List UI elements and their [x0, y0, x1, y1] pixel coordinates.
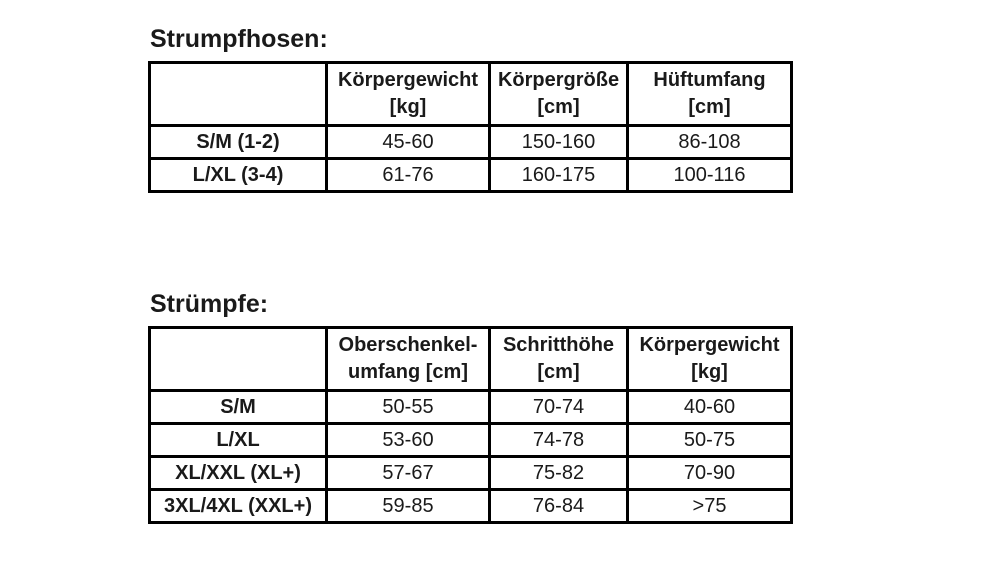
header-cell-koerpergewicht: Körpergewicht [kg] — [626, 326, 793, 392]
page-content: Strumpfhosen: Körpergewicht [kg] Körperg… — [148, 24, 793, 524]
header-cell-schritthoehe: Schritthöhe [cm] — [488, 326, 629, 392]
size-label-cell: XL/XXL (XL+) — [148, 455, 328, 491]
header-line: Hüftumfang — [653, 69, 766, 91]
header-row: Körpergewicht [kg] Körpergröße [cm] Hüft… — [148, 61, 793, 127]
header-cell-oberschenkelumfang: Oberschenkel- umfang [cm] — [325, 326, 491, 392]
value-cell: 53-60 — [325, 422, 491, 458]
struempfe-section: Strümpfe: Oberschenkel- umfang [cm] Schr… — [148, 289, 793, 524]
strumpfhosen-table: Körpergewicht [kg] Körpergröße [cm] Hüft… — [148, 61, 793, 193]
header-line: Oberschenkel- — [338, 334, 478, 356]
table-row: 3XL/4XL (XXL+) 59-85 76-84 >75 — [148, 488, 793, 524]
value-cell: 100-116 — [626, 157, 793, 193]
header-unit: [kg] — [691, 361, 728, 383]
header-line: Körpergröße — [497, 69, 620, 91]
value-cell: >75 — [626, 488, 793, 524]
value-cell: 76-84 — [488, 488, 629, 524]
struempfe-title: Strümpfe: — [150, 290, 269, 318]
size-label-cell: L/XL — [148, 422, 328, 458]
table-row: S/M 50-55 70-74 40-60 — [148, 389, 793, 425]
value-cell: 160-175 — [488, 157, 629, 193]
struempfe-table: Oberschenkel- umfang [cm] Schritthöhe [c… — [148, 326, 793, 524]
table-row: L/XL (3-4) 61-76 160-175 100-116 — [148, 157, 793, 193]
value-cell: 61-76 — [325, 157, 491, 193]
value-cell: 50-75 — [626, 422, 793, 458]
header-row: Oberschenkel- umfang [cm] Schritthöhe [c… — [148, 326, 793, 392]
value-cell: 50-55 — [325, 389, 491, 425]
value-cell: 86-108 — [626, 124, 793, 160]
value-cell: 45-60 — [325, 124, 491, 160]
header-unit: [cm] — [688, 96, 731, 118]
header-unit: umfang [cm] — [348, 361, 468, 383]
strumpfhosen-section: Strumpfhosen: Körpergewicht [kg] Körperg… — [148, 24, 793, 193]
header-unit: [kg] — [389, 96, 427, 118]
empty-corner-cell — [148, 61, 328, 127]
header-cell-koerpergewicht: Körpergewicht [kg] — [325, 61, 491, 127]
header-unit: [cm] — [537, 96, 580, 118]
strumpfhosen-title: Strumpfhosen: — [150, 25, 328, 53]
value-cell: 150-160 — [488, 124, 629, 160]
size-label-cell: S/M — [148, 389, 328, 425]
header-line: Körpergewicht — [639, 334, 780, 356]
value-cell: 70-74 — [488, 389, 629, 425]
header-cell-hueftumfang: Hüftumfang [cm] — [626, 61, 793, 127]
table-row: S/M (1-2) 45-60 150-160 86-108 — [148, 124, 793, 160]
value-cell: 70-90 — [626, 455, 793, 491]
size-label-cell: L/XL (3-4) — [148, 157, 328, 193]
value-cell: 40-60 — [626, 389, 793, 425]
empty-corner-cell — [148, 326, 328, 392]
header-unit: [cm] — [537, 361, 580, 383]
size-label-cell: 3XL/4XL (XXL+) — [148, 488, 328, 524]
table-row: L/XL 53-60 74-78 50-75 — [148, 422, 793, 458]
header-line: Körpergewicht — [337, 69, 479, 91]
value-cell: 75-82 — [488, 455, 629, 491]
value-cell: 74-78 — [488, 422, 629, 458]
size-label-cell: S/M (1-2) — [148, 124, 328, 160]
table-row: XL/XXL (XL+) 57-67 75-82 70-90 — [148, 455, 793, 491]
header-cell-koerpergroesse: Körpergröße [cm] — [488, 61, 629, 127]
header-line: Schritthöhe — [502, 334, 615, 356]
value-cell: 59-85 — [325, 488, 491, 524]
value-cell: 57-67 — [325, 455, 491, 491]
